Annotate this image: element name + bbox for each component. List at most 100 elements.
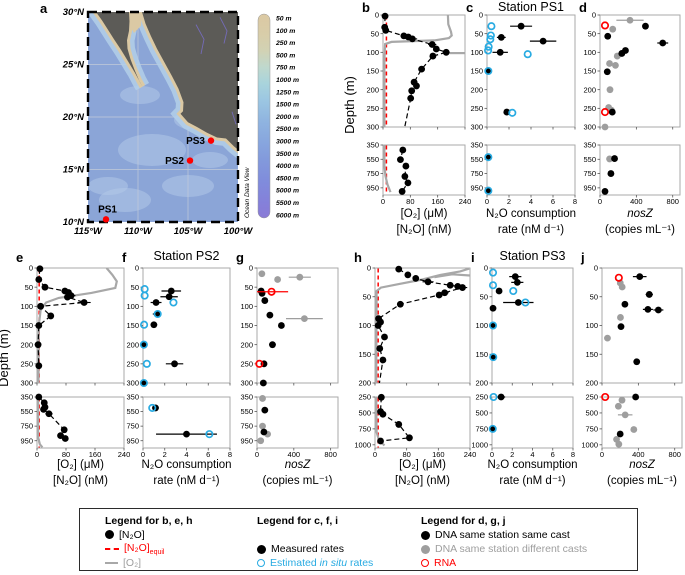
depth-tick-label: 50 xyxy=(371,29,379,38)
x-tick-label: 0 xyxy=(381,197,385,206)
red-dashed-line-icon xyxy=(105,548,119,550)
x-tick-label: 0 xyxy=(598,197,602,206)
depth-tick-label: 200 xyxy=(475,379,488,388)
depth-tick-label: 950 xyxy=(583,183,596,192)
x-axis-caption: (copies mL⁻¹) xyxy=(263,475,333,487)
x-axis-caption: [O₂] (μM) xyxy=(399,459,446,471)
x-tick-label: 4 xyxy=(530,450,534,459)
series-dots-red xyxy=(614,273,623,282)
x-tick-label: 80 xyxy=(62,450,70,459)
depth-tick-label: 950 xyxy=(20,436,33,445)
depth-tick-label: 950 xyxy=(126,436,139,445)
series-grayline xyxy=(383,145,392,193)
legend-dna-same-label: DNA same station same cast xyxy=(435,529,570,541)
depth-tick-label: 250 xyxy=(358,393,371,402)
depth-tick-label: 150 xyxy=(585,350,598,359)
series-grayline xyxy=(37,397,44,448)
colorbar-label: 1250 m xyxy=(276,89,299,96)
panel-letter-f: f xyxy=(122,250,127,265)
x-tick-label: 400 xyxy=(630,197,643,206)
x-tick-label: 2 xyxy=(510,450,514,459)
legend-item-n2o-equil: [N₂O]equil xyxy=(105,542,257,556)
x-axis-caption: nosZ xyxy=(629,459,656,471)
depth-tick-label: 300 xyxy=(366,123,379,132)
series-dashdots xyxy=(34,265,91,370)
x-tick-label: 0 xyxy=(373,450,377,459)
colorbar-label: 250 m xyxy=(275,40,295,47)
series-dots-gray xyxy=(604,279,626,342)
series-dots-black xyxy=(616,393,640,438)
depth-tick-label: 250 xyxy=(126,359,139,368)
depth-tick-label: 200 xyxy=(20,340,33,349)
panel-letter-j: j xyxy=(580,250,585,265)
depth-tick-label: 100 xyxy=(585,321,598,330)
x-tick-label: 4 xyxy=(529,197,533,206)
depth-tick-label: 750 xyxy=(20,422,33,431)
depth-tick-label: 500 xyxy=(358,409,371,418)
depth-tick-label: 550 xyxy=(366,155,379,164)
series-dots-gray xyxy=(257,395,271,445)
colorbar-label: 2500 m xyxy=(275,126,299,133)
series-dots-cyan xyxy=(488,392,498,433)
depth-tick-label: 750 xyxy=(358,424,371,433)
depth-tick-label: 250 xyxy=(585,393,598,402)
legend-item-n2o: [N₂O] xyxy=(105,528,257,542)
legend-header-dgj: Legend for d, g, j xyxy=(421,515,506,527)
x-axis-caption: N₂O consumption xyxy=(141,459,231,471)
x-axis-caption: rate (nM d⁻¹) xyxy=(153,475,219,487)
station-marker-PS3 xyxy=(207,137,215,144)
map-lon-label: 105°W xyxy=(174,226,204,237)
series-dashdots xyxy=(374,265,468,383)
depth-tick-label: 50 xyxy=(588,29,596,38)
depth-tick-label: 200 xyxy=(358,379,371,388)
x-axis-caption: [N₂O] (nM) xyxy=(53,475,108,487)
x-tick-label: 400 xyxy=(288,450,301,459)
series-dots-cyan xyxy=(148,403,214,439)
panel-letter-c: c xyxy=(466,0,473,15)
depth-tick-label: 50 xyxy=(480,292,488,301)
x-tick-label: 0 xyxy=(141,450,145,459)
panel-letter-b: b xyxy=(362,0,370,15)
depth-tick-label: 100 xyxy=(470,48,483,57)
depth-tick-label: 250 xyxy=(475,393,488,402)
depth-tick-label: 300 xyxy=(240,379,253,388)
depth-tick-label: 550 xyxy=(583,155,596,164)
x-tick-label: 6 xyxy=(206,450,210,459)
x-tick-label: 8 xyxy=(573,197,577,206)
map-lon-label: 110°W xyxy=(124,226,153,237)
x-axis-caption: nosZ xyxy=(285,459,312,471)
legend-dna-diff-label: DNA same station different casts xyxy=(435,543,588,555)
depth-tick-label: 550 xyxy=(240,407,253,416)
legend-measured-label: Measured rates xyxy=(271,543,344,555)
depth-tick-label: 50 xyxy=(131,283,139,292)
colorbar-label: 2000 m xyxy=(275,114,299,121)
depth-tick-label: 250 xyxy=(366,104,379,113)
depth-tick-label: 150 xyxy=(240,321,253,330)
series-grayline xyxy=(375,268,470,383)
mainland-landmass xyxy=(142,12,238,150)
depth-tick-label: 200 xyxy=(583,85,596,94)
depth-tick-label: 0 xyxy=(479,11,483,20)
depth-tick-label: 100 xyxy=(475,321,488,330)
x-axis-caption: (copies mL⁻¹) xyxy=(607,475,677,487)
legend-estimated-label: Estimated in situ rates xyxy=(270,557,374,569)
series-dots-black xyxy=(260,406,269,436)
x-tick-label: 4 xyxy=(184,450,188,459)
colorbar-label: 3000 m xyxy=(276,139,299,146)
series-dots-black xyxy=(257,287,285,387)
depth-tick-label: 550 xyxy=(126,407,139,416)
series-dashdots xyxy=(381,12,450,127)
depth-colorbar xyxy=(257,13,271,219)
panel-letter-i: i xyxy=(471,250,475,265)
legend-spacer xyxy=(257,528,421,542)
x-axis-caption: N₂O consumption xyxy=(486,208,576,220)
series-dots-black xyxy=(601,155,618,195)
depth-tick-label: 750 xyxy=(475,424,488,433)
depth-tick-label: 350 xyxy=(240,393,253,402)
legend-n2o-label: [N₂O] xyxy=(119,528,145,541)
panel-title-f: Station PS2 xyxy=(153,249,219,263)
map-lon-label: 115°W xyxy=(74,226,103,237)
depth-tick-label: 500 xyxy=(585,409,598,418)
